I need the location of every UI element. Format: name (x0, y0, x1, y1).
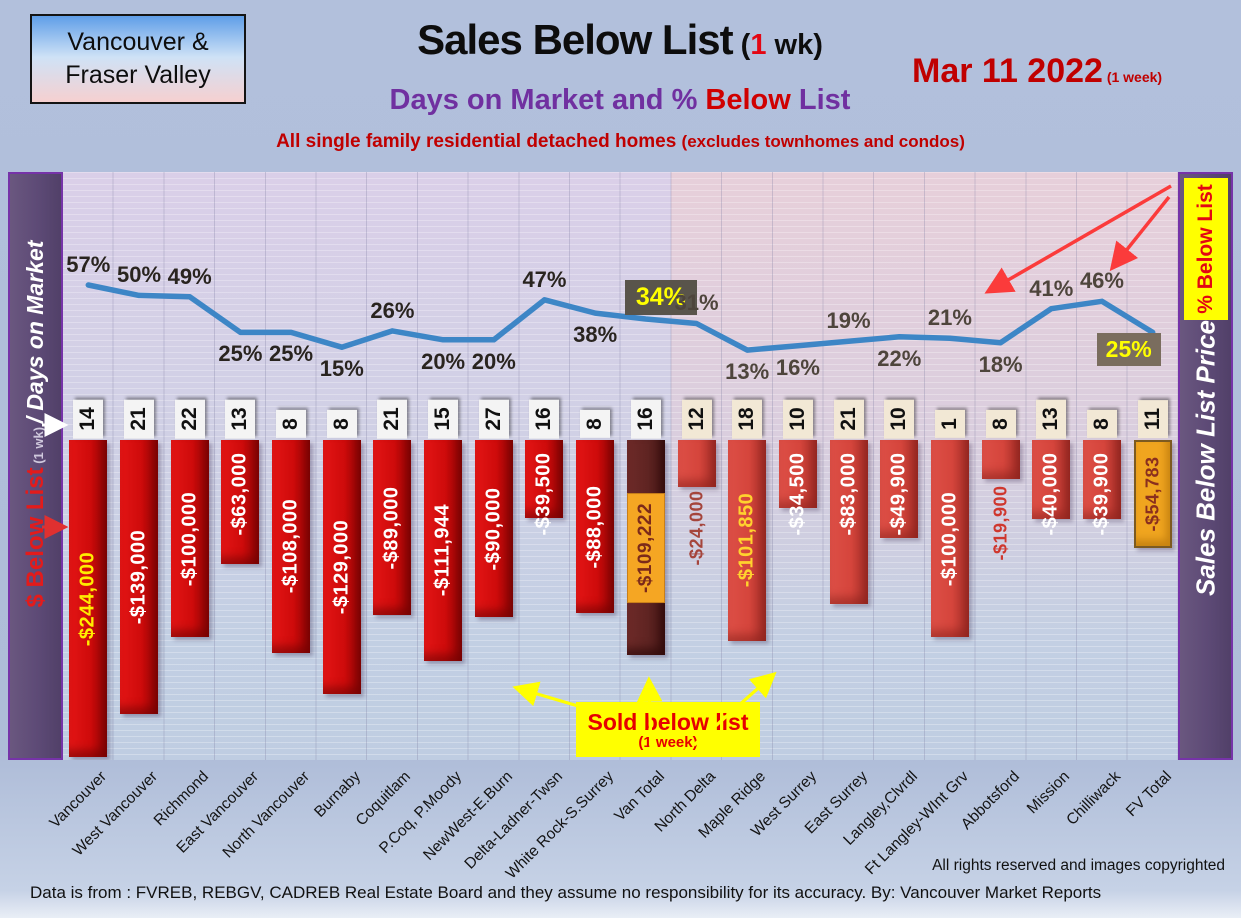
pct-point-label: 21% (927, 305, 972, 331)
tagline: All single family residential detached h… (0, 131, 1241, 153)
bar (424, 440, 463, 661)
left-axis-days-label: / Days on Market (22, 240, 48, 424)
bar (930, 440, 969, 637)
tagline-text: All single family residential detached h… (276, 131, 682, 152)
pct-point-label: 15% (319, 356, 364, 382)
pct-line-chart (85, 282, 1156, 353)
bar (728, 440, 767, 641)
pct-point-label: 22% (877, 345, 922, 371)
left-axis-band (8, 172, 63, 760)
pct-below-list-line (85, 282, 1156, 353)
source-note: Data is from : FVREB, REBGV, CADREB Real… (30, 883, 1102, 902)
bar (170, 440, 209, 637)
region-box: Vancouver & Fraser Valley (30, 14, 246, 104)
vancouver-region-background (63, 172, 671, 760)
x-axis-label: North Vancouver (219, 768, 314, 862)
page-title: Sales Below List (1 wk) (300, 16, 940, 64)
page-subtitle: Days on Market and % Below List (300, 84, 940, 117)
pct-point-label: 13% (725, 359, 770, 385)
date-note: (1 week) (1102, 69, 1163, 85)
date-text: Mar 11 2022 (912, 52, 1103, 90)
bar (981, 440, 1020, 480)
chart-plot-area: -$244,000 14 57% -$139,000 21 50% -$100,000 22 4… (63, 172, 1178, 760)
title-main: Sales Below List (417, 16, 733, 63)
subtitle-pre: Days on Market and % (389, 84, 706, 116)
rights-note: All rights reserved and images copyright… (932, 857, 1225, 874)
bar (525, 440, 564, 518)
pct-point-label: 19% (826, 308, 871, 334)
pct-point-label: 20% (421, 348, 466, 374)
subtitle-below: Below (705, 84, 791, 116)
bar (120, 440, 159, 714)
tagline-note: (excludes townhomes and condos) (681, 132, 965, 151)
pct-point-label: 18% (978, 351, 1023, 377)
sold-below-list-callout: Sold below list (1 week) (576, 702, 760, 757)
bar (322, 440, 361, 695)
bar (1082, 440, 1121, 519)
pct-highlight-box: 34% (624, 280, 697, 316)
left-axis-wk-note: (1 wk) (31, 423, 46, 468)
pct-point-label: 31% (674, 290, 719, 316)
pct-point-label: 47% (522, 266, 567, 292)
x-axis-label: NewWest-E.Burn (419, 768, 516, 864)
title-paren-rest: wk) (766, 29, 823, 61)
pct-point-label: 41% (1029, 275, 1074, 301)
title-one: 1 (750, 29, 767, 61)
pct-point-label: 50% (116, 262, 162, 288)
bar (69, 440, 108, 757)
callout-line1: Sold below list (587, 708, 749, 735)
bar (778, 440, 817, 508)
x-axis-label: Mission (1024, 768, 1074, 818)
x-axis-label: Chilliwack (1063, 768, 1124, 829)
left-axis-dollar-label: $ Below List (22, 467, 49, 608)
pct-point-label: 25% (218, 341, 263, 367)
pct-point-label: 38% (573, 322, 618, 348)
bar (880, 440, 919, 539)
title-paren: (1 wk) (733, 29, 823, 61)
pct-highlight-box: 25% (1096, 333, 1161, 367)
bar (373, 440, 412, 616)
pct-point-label: 26% (370, 297, 415, 323)
pct-point-label: 49% (167, 263, 212, 289)
callout-line2: (1 week) (638, 733, 698, 751)
bar (829, 440, 868, 604)
bar (1032, 440, 1071, 519)
title-paren-open: ( (732, 29, 751, 61)
report-date: Mar 11 2022 (1 week) (912, 52, 1237, 91)
pct-point-label: 46% (1079, 268, 1124, 294)
bar (1133, 440, 1172, 548)
region-box-line2: Fraser Valley (65, 61, 211, 89)
bar (474, 440, 513, 618)
pct-point-label: 57% (66, 252, 111, 277)
x-axis-label: FV Total (1122, 768, 1175, 821)
pct-below-list-badge (1184, 178, 1228, 320)
bar (677, 440, 716, 488)
subtitle-post: List (790, 84, 851, 116)
bar (221, 440, 260, 565)
region-box-line1: Vancouver & (67, 28, 209, 56)
pct-point-label: 25% (269, 341, 314, 367)
bar (576, 440, 615, 614)
pct-point-label: 20% (471, 348, 516, 374)
bar (272, 440, 311, 653)
pct-point-label: 16% (775, 354, 820, 380)
